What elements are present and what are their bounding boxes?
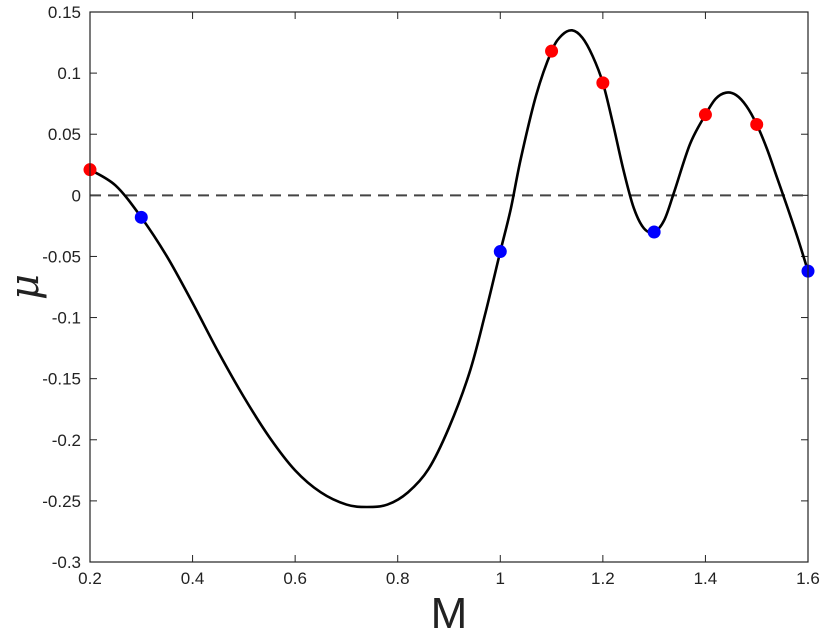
x-tick-label: 0.6 [283, 569, 307, 588]
x-tick-label: 0.8 [386, 569, 410, 588]
red-data-point [545, 44, 559, 58]
x-axis-title: M [431, 589, 468, 633]
y-tick-label: 0.15 [48, 3, 81, 22]
y-axis-title: μ [2, 274, 48, 300]
y-tick-label: -0.3 [52, 553, 81, 572]
x-tick-label: 0.2 [78, 569, 102, 588]
blue-data-point [647, 225, 661, 239]
blue-data-point [134, 210, 148, 224]
blue-data-point [493, 245, 507, 259]
y-tick-label: -0.25 [42, 492, 81, 511]
y-tick-label: 0.1 [57, 64, 81, 83]
red-data-point [750, 117, 764, 131]
x-tick-label: 1 [496, 569, 505, 588]
y-tick-label: -0.2 [52, 431, 81, 450]
x-tick-label: 0.4 [181, 569, 205, 588]
x-tick-label: 1.6 [796, 569, 820, 588]
red-data-point [698, 108, 712, 122]
y-tick-label: -0.1 [52, 309, 81, 328]
plot-area [90, 12, 808, 562]
x-tick-label: 1.4 [694, 569, 718, 588]
plot-frame [89, 11, 809, 563]
y-tick-label: -0.15 [42, 370, 81, 389]
y-tick-label: 0.05 [48, 125, 81, 144]
mu-curve [89, 28, 810, 509]
y-tick-label: -0.05 [42, 247, 81, 266]
red-data-point [596, 76, 610, 90]
x-tick-label: 1.2 [591, 569, 615, 588]
y-tick-label: 0 [72, 186, 81, 205]
